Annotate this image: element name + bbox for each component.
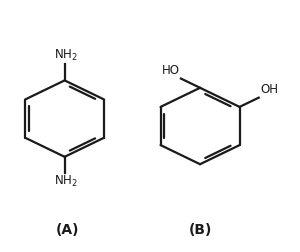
- Text: (B): (B): [188, 223, 212, 237]
- Text: NH$_2$: NH$_2$: [54, 174, 78, 189]
- Text: HO: HO: [161, 64, 179, 77]
- Text: OH: OH: [260, 83, 278, 97]
- Text: (A): (A): [56, 223, 79, 237]
- Text: NH$_2$: NH$_2$: [54, 48, 78, 63]
